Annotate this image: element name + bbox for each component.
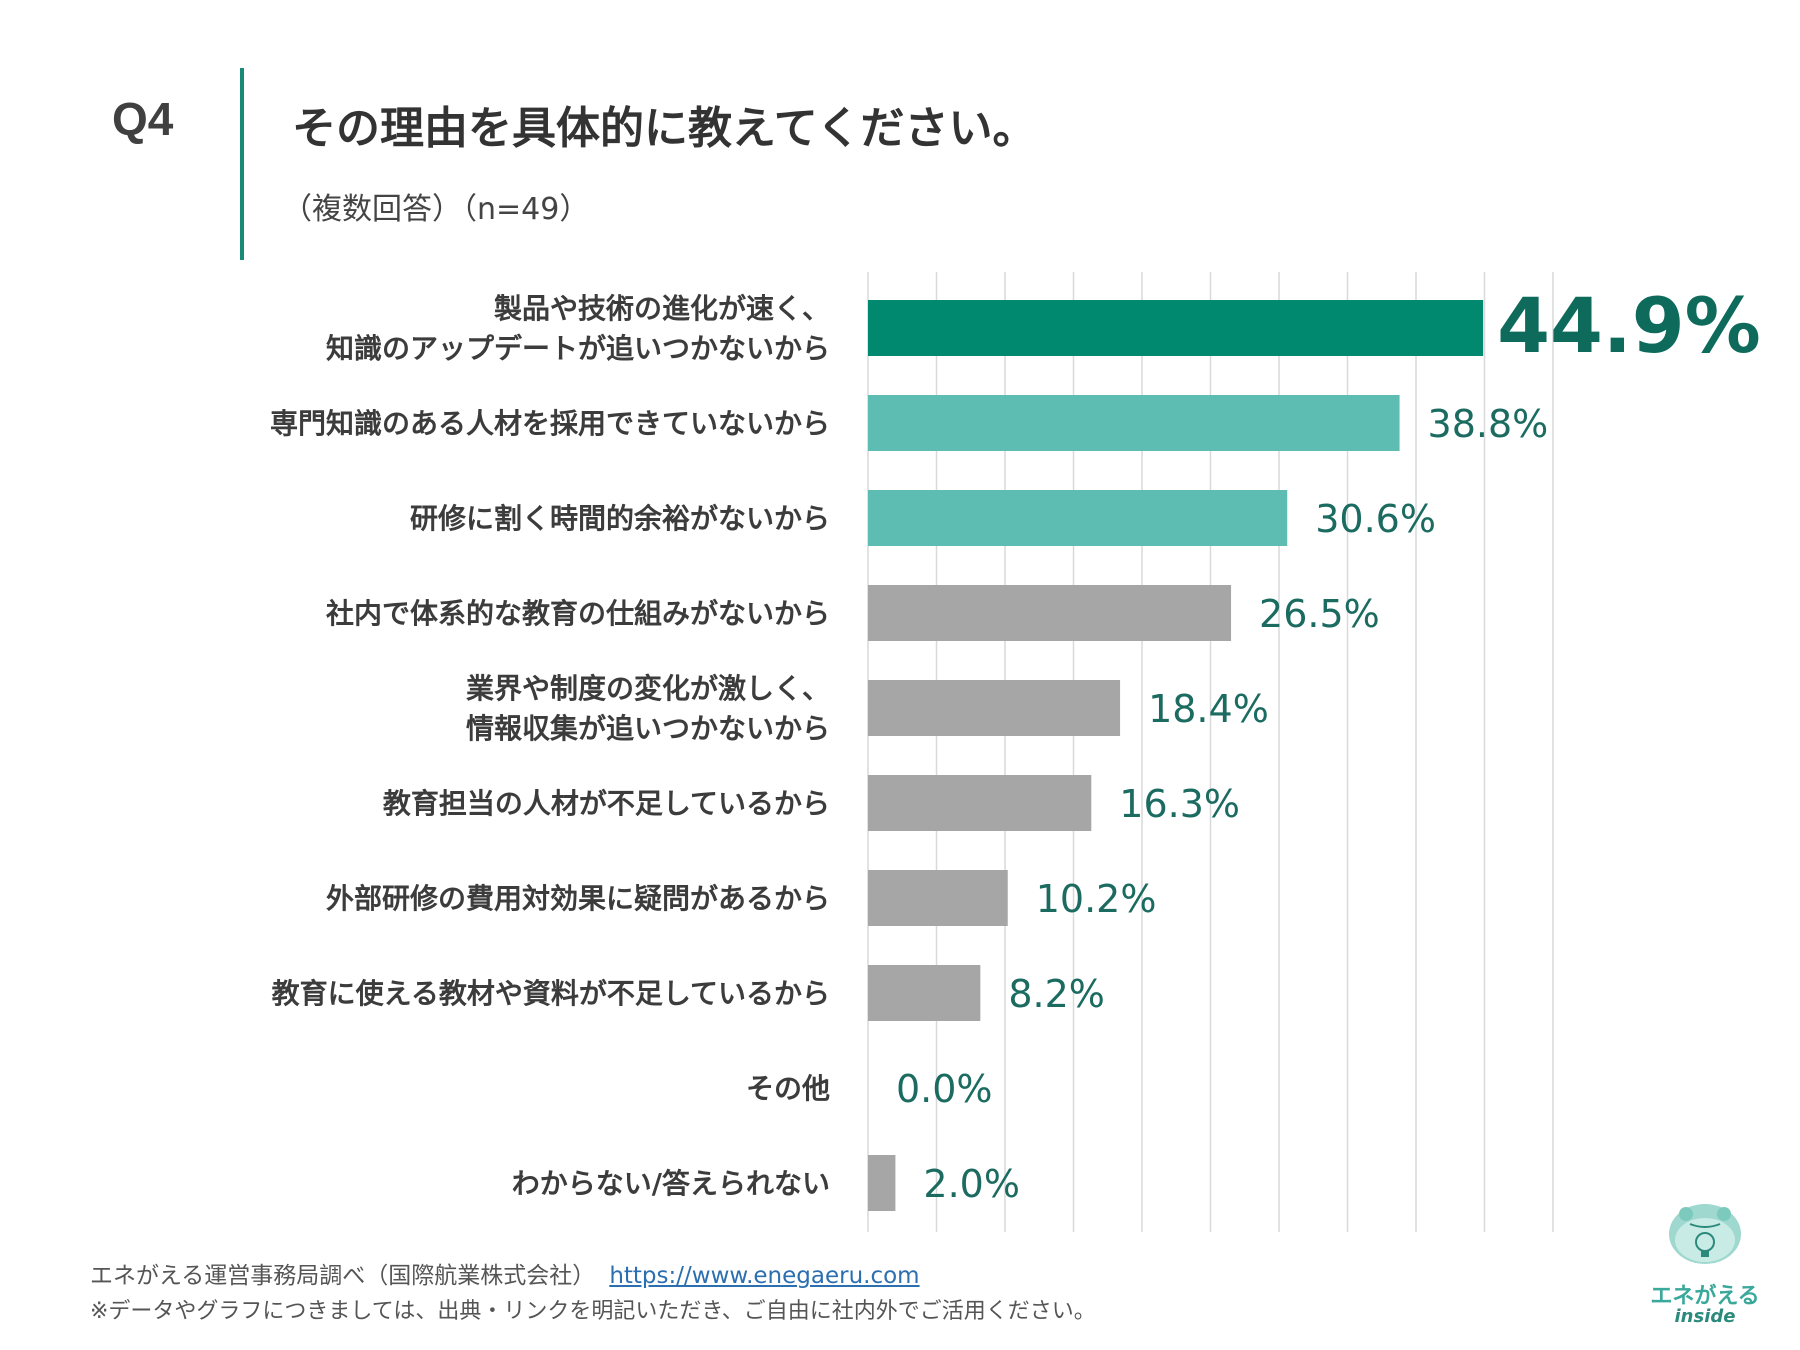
logo-sub: inside: [1674, 1306, 1736, 1327]
category-label: 専門知識のある人材を採用できていないから: [270, 407, 830, 440]
value-label: 44.9%: [1497, 281, 1761, 370]
bar: [868, 680, 1121, 736]
page-subtitle: （複数回答）（n=49）: [282, 192, 590, 227]
footer-source: エネがえる運営事務局調べ（国際航業株式会社） https://www.enegae…: [90, 1256, 920, 1290]
category-label: 製品や技術の進化が速く、知識のアップデートが追いつかないから: [326, 292, 830, 365]
category-label: わからない/答えられない: [512, 1167, 830, 1200]
bar: [868, 300, 1484, 356]
category-label-layer: 製品や技術の進化が速く、知識のアップデートが追いつかないから専門知識のある人材を…: [270, 292, 830, 1200]
category-label: 研修に割く時間的余裕がないから: [410, 502, 830, 535]
bar-chart: 製品や技術の進化が速く、知識のアップデートが追いつかないから専門知識のある人材を…: [270, 272, 1761, 1232]
value-label: 10.2%: [1036, 877, 1157, 921]
bar: [868, 775, 1092, 831]
value-label: 38.8%: [1428, 402, 1549, 446]
source-link[interactable]: https://www.enegaeru.com: [609, 1263, 920, 1289]
value-label: 26.5%: [1259, 592, 1380, 636]
value-label-layer: 44.9% 38.8% 30.6% 26.5% 18.4% 16.3% 10.2% 8.2% 0…: [896, 281, 1761, 1206]
value-label: 18.4%: [1148, 687, 1269, 731]
category-label: 教育担当の人材が不足しているから: [383, 787, 830, 820]
category-label: 外部研修の費用対効果に疑問があるから: [326, 882, 830, 915]
value-label: 30.6%: [1315, 497, 1436, 541]
logo-icon: [1669, 1204, 1741, 1264]
logo-name: エネがえる: [1650, 1284, 1760, 1309]
value-label: 8.2%: [1008, 972, 1105, 1016]
source-text: エネがえる運営事務局調べ（国際航業株式会社）: [90, 1263, 596, 1289]
value-label: 2.0%: [923, 1162, 1020, 1206]
category-label: 教育に使える教材や資料が不足しているから: [272, 977, 830, 1010]
value-label: 0.0%: [896, 1067, 993, 1111]
bar: [868, 585, 1232, 641]
bar: [868, 870, 1008, 926]
bar-layer: [868, 300, 1484, 1211]
header-divider: [240, 68, 244, 260]
category-label: 業界や制度の変化が激しく、情報収集が追いつかないから: [466, 672, 830, 745]
bar: [868, 1155, 896, 1211]
bar: [868, 395, 1400, 451]
category-label: 社内で体系的な教育の仕組みがないから: [326, 597, 830, 630]
page-title: その理由を具体的に教えてください。: [292, 103, 1037, 154]
bar: [868, 965, 981, 1021]
footer-note: ※データやグラフにつきましては、出典・リンクを明記いただき、ご自由に社内外でご活…: [90, 1299, 1096, 1324]
bar: [868, 490, 1288, 546]
value-label: 16.3%: [1119, 782, 1240, 826]
category-label: その他: [746, 1072, 830, 1105]
question-number: Q4: [112, 93, 174, 145]
